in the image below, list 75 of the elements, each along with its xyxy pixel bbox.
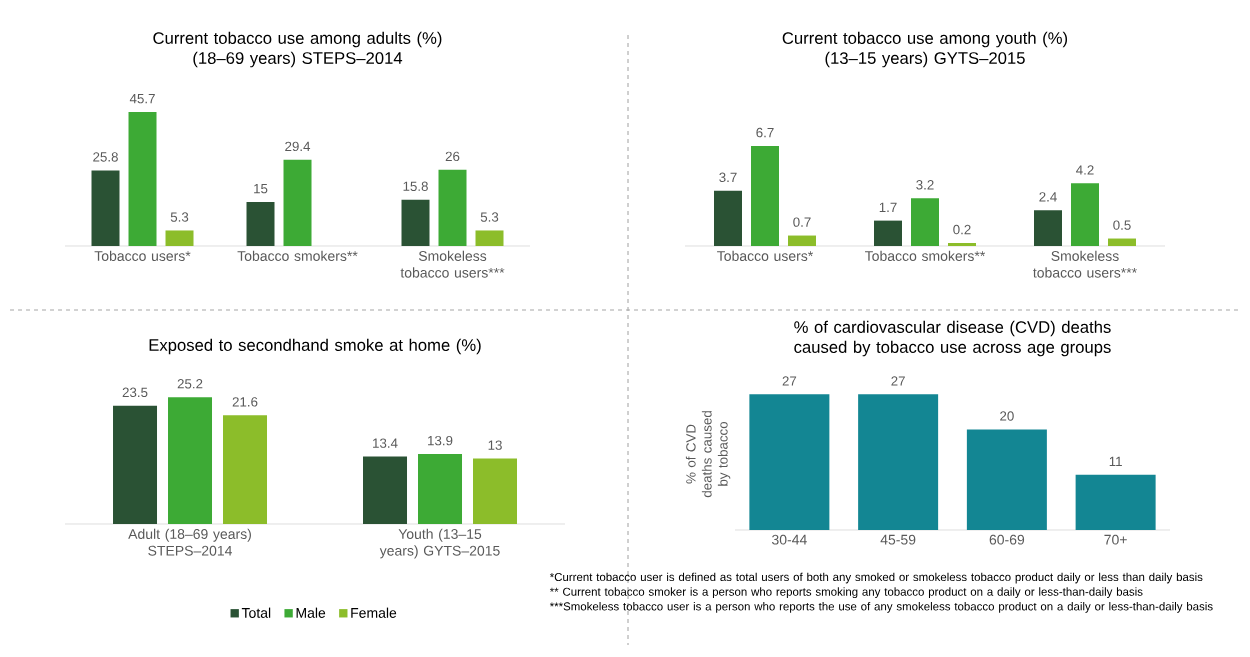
bar bbox=[948, 243, 976, 246]
data-label: 27 bbox=[782, 376, 797, 386]
bar bbox=[91, 170, 120, 246]
data-label: 4.2 bbox=[1076, 165, 1094, 175]
bar bbox=[1071, 183, 1099, 246]
data-label: 15 bbox=[254, 184, 268, 194]
x-tick-label: Tobacco users* bbox=[94, 250, 191, 261]
data-label: 23.5 bbox=[122, 387, 148, 398]
text: ***Smokeless tobacco user is a person who reports the use of any smokeless tobacco product on a daily or less-than-daily basis bbox=[549, 602, 1213, 613]
data-label: 5.3 bbox=[170, 212, 189, 222]
chart-title: Exposed to secondhand smoke at home (%) bbox=[149, 338, 481, 355]
x-tick-label: Youth (13–15 years) GYTS–2015 bbox=[379, 528, 500, 559]
data-label: 1.7 bbox=[879, 202, 897, 212]
bar bbox=[438, 169, 467, 246]
x-tick-label: 60-69 bbox=[989, 534, 1025, 545]
legend-label: Female bbox=[351, 607, 397, 618]
bar bbox=[751, 145, 779, 246]
legend-label: Male bbox=[296, 607, 326, 618]
data-label: 5.3 bbox=[480, 212, 499, 222]
data-label: 0.2 bbox=[953, 224, 971, 235]
data-label: 27 bbox=[891, 376, 905, 386]
bar bbox=[874, 220, 902, 246]
data-label: 45.7 bbox=[129, 94, 155, 104]
bar bbox=[223, 415, 268, 524]
chart-title: % of cardiovascular disease (CVD) deaths caused by tobacco use across age groups bbox=[794, 320, 1111, 357]
bar bbox=[911, 198, 939, 246]
chart-title: Current tobacco use among youth (%) bbox=[782, 31, 1068, 48]
bar bbox=[1034, 210, 1062, 246]
x-tick-label: 45-59 bbox=[880, 534, 916, 545]
legend-label: Total bbox=[241, 607, 271, 618]
y-axis-title: % of CVD deaths caused by tobacco bbox=[685, 411, 731, 498]
bar bbox=[113, 405, 158, 524]
x-tick-label: Tobacco users* bbox=[717, 250, 814, 261]
text: *Current tobacco user is defined as total users of both any smoked or smokeless tobacco product daily or less than daily basis bbox=[549, 572, 1203, 584]
bar bbox=[714, 190, 742, 246]
data-label: 0.7 bbox=[793, 217, 811, 227]
data-label: 25.2 bbox=[177, 379, 203, 389]
bar bbox=[128, 112, 157, 246]
x-tick-label: Adult (18–69 years) STEPS–2014 bbox=[128, 528, 251, 556]
x-tick-label: Tobacco smokers** bbox=[237, 250, 358, 261]
data-label: 11 bbox=[1109, 456, 1122, 466]
bar bbox=[283, 159, 312, 246]
chart-subtitle: (13–15 years) GYTS–2015 bbox=[825, 51, 1025, 68]
data-label: 29.4 bbox=[285, 141, 311, 152]
data-label: 21.6 bbox=[232, 397, 258, 407]
text: ** Current tobacco smoker is a person who reports smoking any tobacco product on a daily or less-than-daily basis bbox=[549, 587, 1143, 599]
bar bbox=[1108, 238, 1136, 246]
data-label: 13.9 bbox=[428, 435, 453, 446]
bar bbox=[168, 397, 213, 524]
x-tick-label: Tobacco smokers** bbox=[865, 250, 986, 261]
bar bbox=[475, 230, 504, 246]
data-label: 26 bbox=[445, 151, 460, 162]
chart-subtitle: (18–69 years) STEPS–2014 bbox=[193, 51, 403, 68]
x-tick-label: 70+ bbox=[1104, 534, 1127, 545]
x-tick-label: Smokeless tobacco users*** bbox=[1033, 250, 1137, 278]
bar bbox=[246, 202, 275, 246]
data-label: 15.8 bbox=[403, 181, 428, 191]
data-label: 2.4 bbox=[1039, 192, 1057, 202]
bar bbox=[473, 458, 518, 524]
bar bbox=[401, 199, 430, 246]
bar bbox=[363, 456, 408, 524]
bar bbox=[788, 235, 817, 246]
x-tick-label: Smokeless tobacco users*** bbox=[400, 250, 505, 278]
chart-title: Current tobacco use among adults (%) bbox=[153, 31, 442, 48]
data-label: 3.2 bbox=[916, 180, 934, 190]
data-label: 3.7 bbox=[719, 172, 737, 183]
data-label: 6.7 bbox=[756, 127, 774, 138]
data-label: 20 bbox=[1000, 411, 1014, 421]
x-tick-label: 30-44 bbox=[772, 534, 807, 545]
data-label: 0.5 bbox=[1113, 220, 1131, 230]
bar bbox=[165, 230, 194, 246]
data-label: 13.4 bbox=[373, 438, 398, 448]
data-label: 13 bbox=[488, 440, 502, 450]
bar bbox=[418, 454, 463, 524]
data-label: 25.8 bbox=[93, 152, 118, 162]
